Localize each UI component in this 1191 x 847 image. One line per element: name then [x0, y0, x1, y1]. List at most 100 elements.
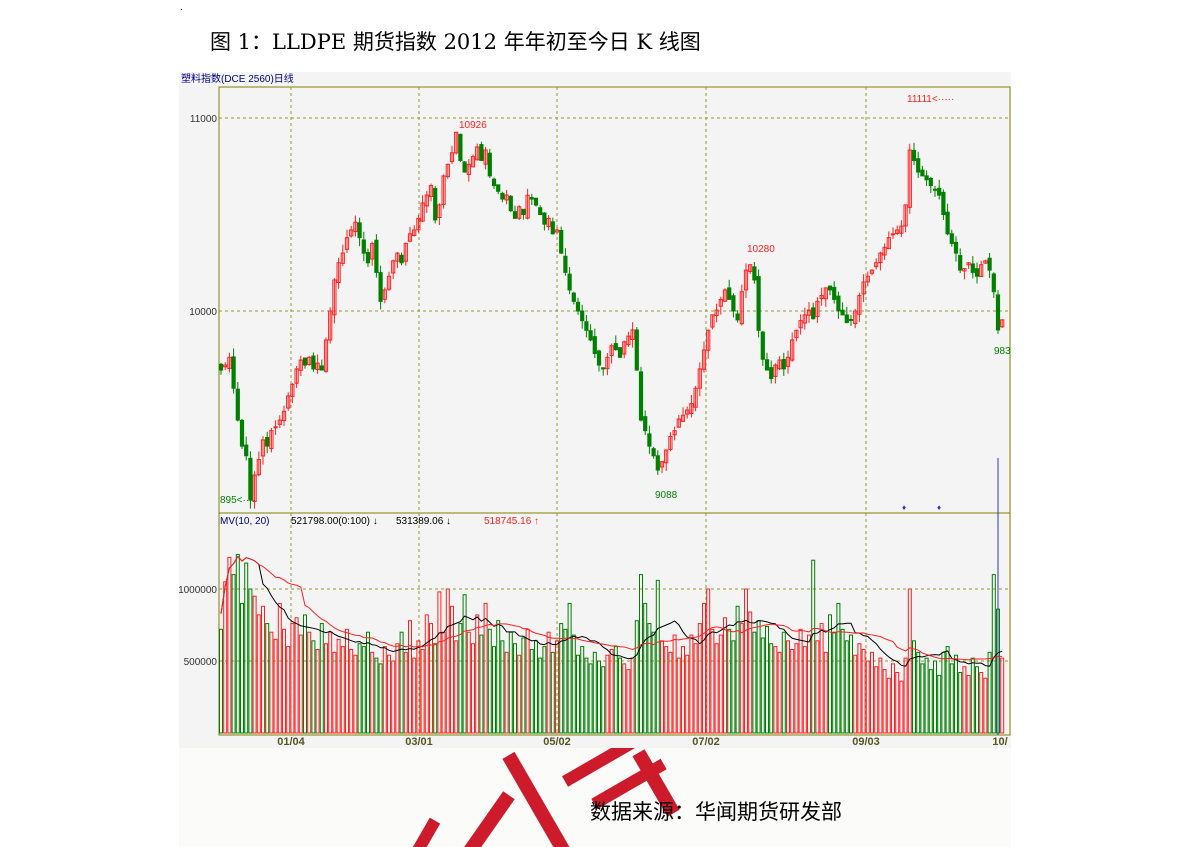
volume-panel-frame — [218, 512, 1011, 736]
volume-bar — [769, 643, 774, 734]
price-tick-label: 11000 — [190, 114, 218, 125]
volume-bar — [504, 651, 509, 734]
kline-chart-image: 塑料指数(DCE 2560)日线 01/04 03/01 05/02 07/02 09/… — [178, 72, 1017, 748]
candle-down — [987, 257, 992, 271]
volume-bar — [815, 640, 820, 734]
candle-down — [601, 367, 606, 370]
candle-down — [924, 175, 929, 181]
candle-up — [370, 242, 375, 260]
candle-up — [899, 225, 904, 234]
candle-up — [466, 163, 471, 176]
volume-bar — [235, 553, 240, 734]
volume-bar — [613, 646, 618, 734]
volume-bar — [450, 605, 454, 734]
volume-bar — [370, 651, 375, 734]
candle-down — [378, 272, 383, 302]
x-tick-label: 03/01 — [405, 736, 433, 748]
volume-bar — [668, 651, 673, 734]
volume-bar — [916, 651, 921, 734]
volume-bar — [962, 666, 967, 734]
candle-up — [743, 269, 749, 291]
candle-up — [449, 152, 455, 162]
candle-down — [932, 188, 938, 191]
volume-bar — [567, 602, 572, 734]
candle-up — [718, 298, 723, 307]
x-tick-label: 07/02 — [692, 736, 720, 748]
candle-up — [273, 426, 278, 429]
candle-up — [344, 237, 350, 250]
candle-down — [542, 212, 547, 225]
candle-up — [441, 175, 446, 205]
volume-bar — [622, 663, 627, 734]
volume-bar — [508, 631, 513, 734]
candle-down — [567, 273, 572, 291]
volume-bar — [723, 617, 727, 734]
volume-bar — [966, 674, 971, 734]
volume-bar — [664, 646, 669, 734]
volume-bar — [802, 646, 807, 734]
extreme-value-label: 9832 — [994, 346, 1011, 357]
candle-down — [995, 294, 1001, 331]
volume-bar — [765, 625, 769, 734]
volume-bar — [412, 657, 417, 734]
candle-down — [533, 197, 539, 206]
candle-up — [785, 356, 791, 367]
volume-bar — [592, 651, 597, 734]
candle-down — [945, 211, 950, 235]
volume-bar — [479, 634, 484, 734]
volume-bar — [878, 657, 883, 734]
volume-bar — [462, 594, 467, 734]
candle-up — [701, 349, 707, 370]
volume-bar — [958, 672, 963, 734]
candle-up — [424, 194, 429, 207]
volume-bar — [231, 574, 236, 734]
candle-up — [693, 387, 698, 408]
volume-bar — [920, 663, 925, 734]
volume-bar — [588, 663, 593, 734]
volume-bar — [811, 559, 816, 734]
candle-up — [412, 229, 417, 236]
candle-down — [512, 211, 518, 219]
candle-up — [504, 194, 509, 201]
candle-up — [622, 341, 627, 355]
candle-up — [353, 221, 358, 233]
volume-bar — [710, 628, 715, 734]
x-tick-label: 10/ — [992, 736, 1007, 748]
volume-bar — [361, 646, 366, 734]
candle-down — [265, 436, 270, 447]
candle-down — [529, 197, 534, 200]
candle-up — [802, 314, 807, 324]
candle-down — [832, 286, 837, 300]
candle-up — [323, 339, 329, 372]
candle-up — [680, 414, 686, 422]
volume-bar — [424, 614, 429, 734]
candle-up — [903, 204, 908, 227]
volume-bar — [987, 651, 992, 734]
volume-bar — [487, 628, 492, 734]
candle-up — [290, 383, 295, 397]
volume-bar — [597, 660, 601, 734]
candle-down — [651, 448, 656, 457]
candle-up — [794, 329, 799, 339]
candle-up — [269, 430, 274, 450]
candle-down — [571, 292, 576, 302]
volume-bar — [752, 631, 757, 734]
volume-bar — [760, 637, 765, 734]
candle-up — [664, 449, 669, 464]
volume-bar — [580, 646, 585, 734]
candle-up — [777, 359, 782, 370]
candle-down — [634, 329, 639, 371]
volume-bar — [471, 643, 475, 734]
candle-up — [689, 403, 694, 415]
kline-chart-svg: 塑料指数(DCE 2560)日线 01/04 03/01 05/02 07/02 09/… — [178, 72, 1017, 748]
volume-ma20-line — [220, 555, 1003, 661]
candle-up — [336, 262, 341, 284]
candle-down — [974, 268, 980, 277]
volume-bar — [324, 643, 328, 734]
volume-bar — [336, 638, 341, 734]
candle-down — [559, 229, 564, 254]
candle-up — [395, 252, 400, 262]
candle-down — [319, 365, 324, 371]
volume-bar — [483, 602, 488, 734]
candle-up — [281, 410, 287, 421]
